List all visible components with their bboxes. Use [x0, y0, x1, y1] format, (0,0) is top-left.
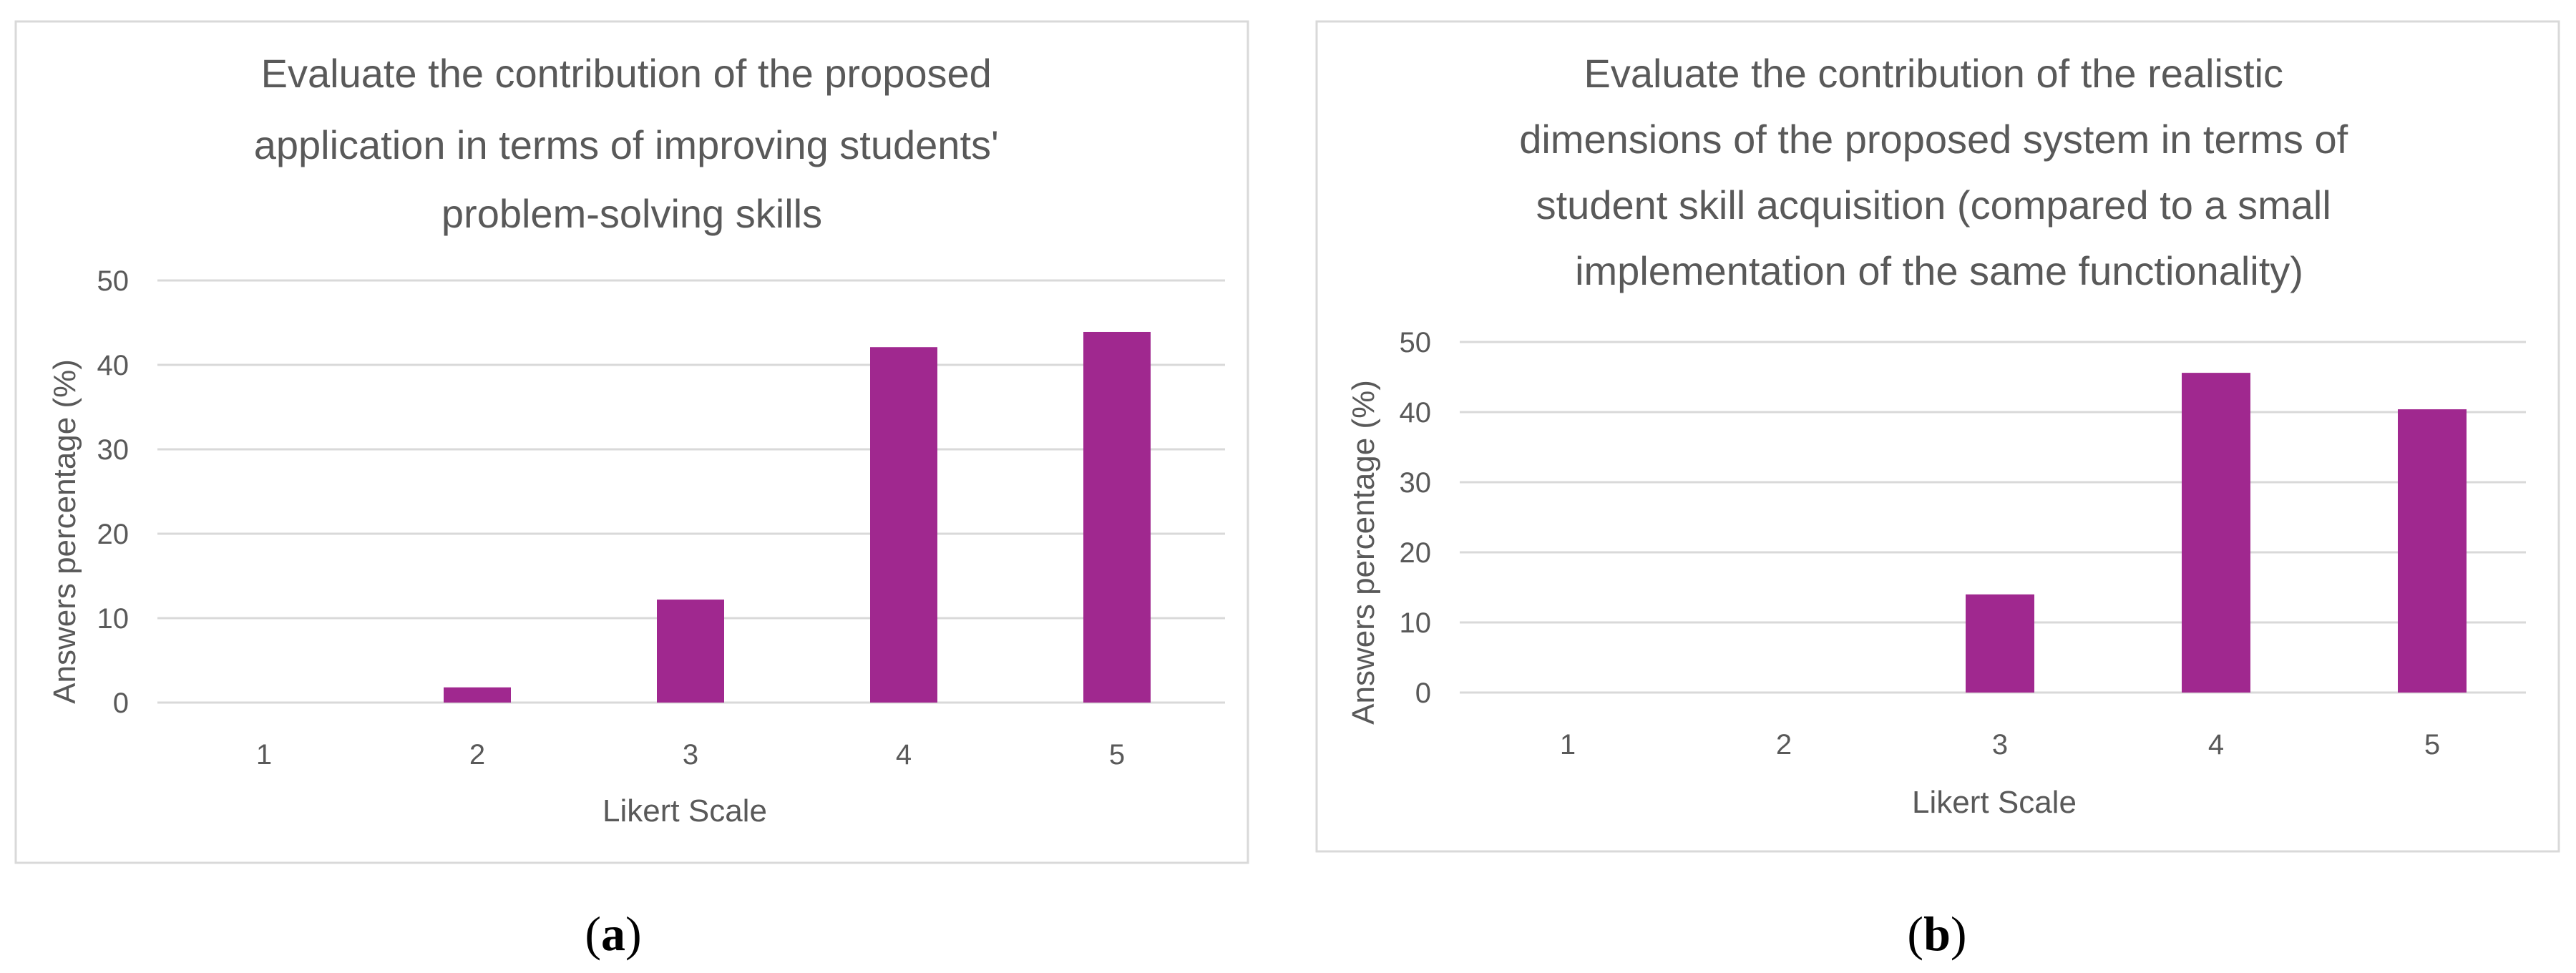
- chart-a-y-tick-label: 40: [97, 350, 130, 381]
- chart-b-y-tick-label: 30: [1400, 467, 1432, 499]
- chart-a-y-tick-labels: 0 10 20 30 40 50: [97, 265, 130, 719]
- chart-a-bars: [444, 331, 1151, 703]
- chart-b-title-line-3: student skill acquisition (compared to a…: [1536, 182, 2331, 228]
- chart-a-x-tick-label: 4: [896, 739, 912, 771]
- chart-a: Evaluate the contribution of the propose…: [14, 20, 1249, 864]
- chart-b-bars: [1966, 373, 2467, 693]
- chart-b-y-axis-title: Answers percentage (%): [1346, 380, 1381, 725]
- chart-b-x-tick-label: 1: [1560, 729, 1576, 761]
- chart-a-bar-5: [1083, 331, 1151, 703]
- chart-b-y-tick-label: 10: [1400, 607, 1432, 639]
- chart-a-x-axis-title: Likert Scale: [602, 793, 767, 828]
- chart-a-y-tick-label: 50: [97, 265, 130, 297]
- chart-b-border: [1315, 20, 2560, 853]
- chart-a-y-tick-label: 0: [113, 688, 129, 719]
- chart-a-x-tick-label: 1: [256, 739, 272, 771]
- chart-b-bar-3: [1966, 594, 2034, 693]
- chart-a-y-tick-label: 30: [97, 434, 130, 466]
- chart-a-title: Evaluate the contribution of the propose…: [254, 51, 1010, 236]
- chart-a-bar-3: [657, 600, 724, 703]
- chart-b-title-line-4: implementation of the same functionality…: [1575, 248, 2303, 293]
- chart-a-y-tick-label: 10: [97, 603, 130, 635]
- chart-a-x-tick-label: 5: [1109, 739, 1125, 771]
- chart-a-bar-2: [444, 687, 511, 703]
- chart-a-border: [14, 20, 1249, 864]
- chart-b: Evaluate the contribution of the realist…: [1315, 20, 2560, 853]
- chart-b-x-axis-title: Likert Scale: [1912, 785, 2077, 820]
- chart-a-x-tick-labels: 1 2 3 4 5: [256, 739, 1125, 771]
- chart-b-x-tick-label: 5: [2424, 729, 2440, 761]
- chart-a-title-line-1: Evaluate the contribution of the propose…: [261, 51, 992, 96]
- chart-b-bar-5: [2398, 409, 2467, 693]
- chart-b-y-tick-label: 20: [1400, 537, 1432, 569]
- caption-b-letter: b: [1923, 906, 1951, 961]
- chart-b-y-tick-labels: 0 10 20 30 40 50: [1400, 327, 1432, 709]
- chart-b-title-line-1: Evaluate the contribution of the realist…: [1584, 51, 2283, 96]
- chart-b-x-tick-label: 2: [1776, 729, 1792, 761]
- chart-b-x-tick-label: 3: [1992, 729, 2008, 761]
- caption-b: (b): [1907, 906, 1966, 961]
- caption-a-open: (: [585, 906, 601, 961]
- chart-b-y-tick-label: 40: [1400, 397, 1432, 429]
- chart-a-y-tick-label: 20: [97, 519, 130, 550]
- chart-a-title-line-2: application in terms of improving studen…: [254, 122, 999, 167]
- caption-b-close: ): [1951, 906, 1967, 961]
- chart-a-title-line-3: problem-solving skills: [441, 191, 822, 236]
- chart-b-bar-4: [2182, 373, 2250, 693]
- caption-b-open: (: [1907, 906, 1923, 961]
- chart-b-x-tick-labels: 1 2 3 4 5: [1560, 729, 2440, 761]
- chart-b-x-tick-label: 4: [2208, 729, 2224, 761]
- chart-b-y-tick-label: 50: [1400, 327, 1432, 358]
- chart-a-y-axis-title: Answers percentage (%): [47, 359, 82, 704]
- chart-b-title-line-2: dimensions of the proposed system in ter…: [1519, 117, 2348, 162]
- caption-a-letter: a: [601, 906, 625, 961]
- chart-a-x-tick-label: 3: [683, 739, 698, 771]
- chart-b-y-tick-label: 0: [1415, 678, 1431, 709]
- caption-a-close: ): [625, 906, 642, 961]
- chart-b-title: Evaluate the contribution of the realist…: [1519, 51, 2358, 293]
- chart-a-bar-4: [870, 347, 937, 703]
- chart-a-x-tick-label: 2: [469, 739, 485, 771]
- caption-a: (a): [585, 906, 641, 961]
